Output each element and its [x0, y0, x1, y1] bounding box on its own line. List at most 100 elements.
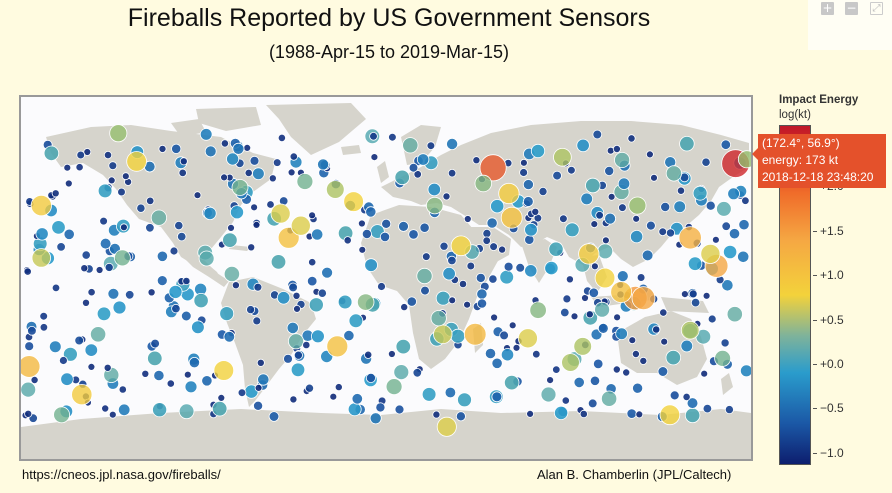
fireball-point[interactable] — [701, 157, 711, 167]
fireball-point[interactable] — [191, 320, 205, 335]
fireball-point[interactable] — [231, 179, 249, 196]
fireball-point[interactable] — [592, 129, 603, 140]
fireball-point[interactable] — [602, 236, 610, 245]
fireball-point[interactable] — [593, 358, 604, 370]
fireball-point[interactable] — [24, 409, 33, 418]
fireball-point[interactable] — [179, 157, 188, 166]
fireball-point[interactable] — [727, 187, 740, 201]
fireball-point[interactable] — [591, 262, 599, 271]
fireball-point[interactable] — [253, 282, 263, 292]
fireball-point[interactable] — [182, 276, 191, 286]
fireball-point[interactable] — [120, 223, 128, 232]
fireball-point[interactable] — [153, 369, 165, 382]
fireball-point[interactable] — [700, 369, 709, 378]
fireball-point[interactable] — [595, 211, 604, 220]
fireball-point[interactable] — [458, 279, 468, 289]
fireball-point[interactable] — [412, 368, 423, 378]
fireball-point[interactable] — [108, 410, 117, 419]
fireball-point[interactable] — [531, 207, 540, 216]
fireball-point[interactable] — [724, 405, 734, 415]
fireball-point[interactable] — [198, 250, 215, 267]
fireball-point[interactable] — [585, 177, 601, 194]
fireball-point[interactable] — [447, 255, 457, 266]
fireball-point[interactable] — [103, 363, 112, 372]
fireball-point[interactable] — [96, 306, 112, 322]
fireball-point[interactable] — [622, 368, 631, 377]
fireball-point[interactable] — [296, 173, 314, 190]
fireball-point[interactable] — [578, 243, 600, 265]
fireball-point[interactable] — [334, 383, 343, 392]
fireball-point[interactable] — [472, 156, 481, 165]
fireball-point[interactable] — [358, 245, 367, 254]
fireball-point[interactable] — [156, 275, 168, 287]
fireball-point[interactable] — [231, 281, 240, 290]
fireball-point[interactable] — [30, 195, 52, 217]
map-canvas[interactable] — [21, 97, 751, 459]
fireball-point[interactable] — [337, 294, 353, 310]
fireball-point[interactable] — [522, 196, 534, 207]
fireball-point[interactable] — [329, 392, 338, 401]
fireball-point[interactable] — [145, 223, 155, 233]
fireball-point[interactable] — [402, 137, 419, 154]
fireball-point[interactable] — [310, 329, 325, 344]
fireball-point[interactable] — [107, 176, 116, 185]
fireball-point[interactable] — [632, 382, 644, 394]
fireball-point[interactable] — [614, 152, 631, 169]
fireball-point[interactable] — [686, 397, 699, 409]
fireball-point[interactable] — [290, 215, 311, 236]
fireball-point[interactable] — [83, 148, 92, 156]
fireball-point[interactable] — [722, 244, 738, 260]
fireball-point[interactable] — [244, 168, 253, 178]
fireball-point[interactable] — [426, 141, 436, 150]
fireball-point[interactable] — [737, 250, 750, 263]
fireball-point[interactable] — [476, 288, 488, 300]
fireball-point[interactable] — [448, 296, 457, 305]
fireball-point[interactable] — [589, 375, 601, 386]
fireball-point[interactable] — [413, 170, 422, 179]
fireball-point[interactable] — [463, 300, 472, 309]
fireball-point[interactable] — [632, 214, 641, 223]
fireball-point[interactable] — [277, 133, 286, 143]
fireball-point[interactable] — [117, 403, 131, 417]
fireball-point[interactable] — [488, 274, 498, 284]
fireball-point[interactable] — [517, 328, 538, 349]
fireball-point[interactable] — [361, 228, 372, 239]
fireball-point[interactable] — [594, 301, 610, 318]
fireball-point[interactable] — [688, 289, 698, 299]
fireball-point[interactable] — [597, 243, 614, 260]
fireball-point[interactable] — [463, 215, 472, 223]
fireball-point[interactable] — [519, 168, 529, 177]
fireball-point[interactable] — [56, 242, 66, 252]
fireball-point[interactable] — [580, 192, 593, 206]
fireball-point[interactable] — [681, 290, 689, 299]
fireball-point[interactable] — [136, 203, 146, 213]
fireball-point[interactable] — [99, 237, 112, 250]
fireball-point[interactable] — [455, 411, 466, 422]
fireball-point[interactable] — [63, 346, 78, 362]
fireball-point[interactable] — [188, 356, 200, 369]
fireball-point[interactable] — [97, 183, 113, 199]
fireball-point[interactable] — [628, 196, 647, 215]
fireball-point[interactable] — [612, 365, 621, 374]
fireball-point[interactable] — [213, 360, 235, 381]
fireball-point[interactable] — [626, 408, 637, 419]
fireball-point[interactable] — [357, 293, 375, 311]
fireball-point[interactable] — [588, 287, 600, 299]
fireball-point[interactable] — [474, 174, 493, 193]
fireball-point[interactable] — [243, 144, 252, 152]
fireball-point[interactable] — [559, 214, 568, 223]
fireball-point[interactable] — [308, 297, 324, 313]
fireball-point[interactable] — [348, 313, 364, 329]
fireball-point[interactable] — [604, 166, 615, 177]
fireball-point[interactable] — [104, 262, 114, 272]
fireball-point[interactable] — [150, 209, 167, 226]
fireball-point[interactable] — [515, 263, 526, 273]
fireball-point[interactable] — [385, 378, 403, 396]
fireball-point[interactable] — [659, 308, 668, 317]
fireball-point[interactable] — [193, 191, 202, 200]
fireball-point[interactable] — [87, 362, 96, 371]
fireball-point[interactable] — [567, 165, 576, 175]
fireball-point[interactable] — [222, 232, 238, 248]
fireball-point[interactable] — [381, 218, 392, 229]
fireball-point[interactable] — [343, 236, 352, 245]
